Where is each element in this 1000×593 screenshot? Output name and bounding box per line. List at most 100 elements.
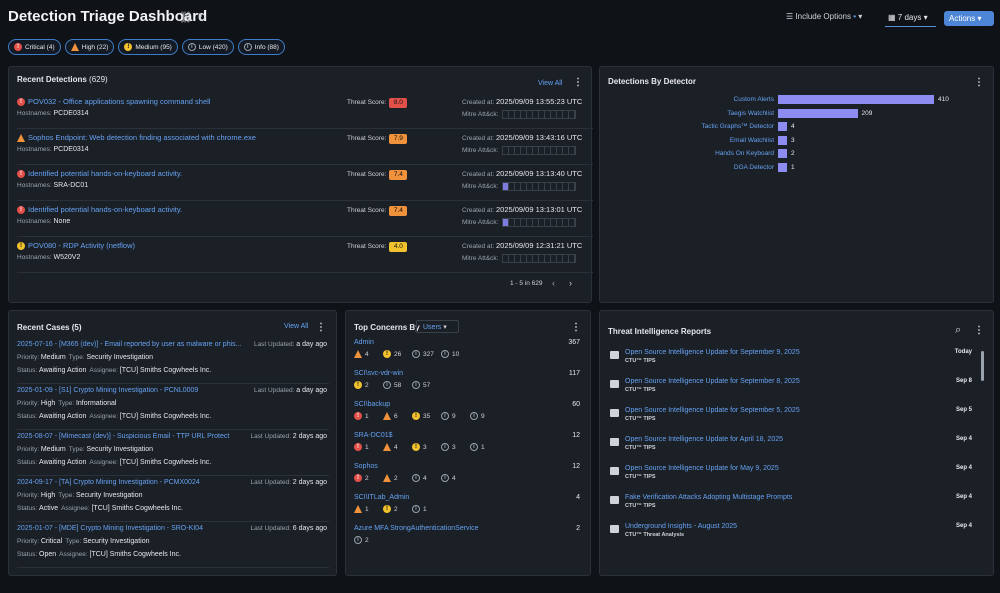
filter-pill-high[interactable]: High (22) <box>64 39 115 55</box>
type-label: Type: <box>65 538 82 545</box>
detection-title[interactable]: Sophos Endpoint: Web detection finding a… <box>28 133 256 142</box>
detection-title[interactable]: POV080 - RDP Activity (netflow) <box>28 241 135 250</box>
detector-label[interactable]: Email Watchlist <box>729 136 774 144</box>
case-title[interactable]: 2025-01-09 - [S1] Crypto Mining Investig… <box>17 387 199 394</box>
more-options-icon[interactable]: ⋮ <box>974 77 984 88</box>
detector-label[interactable]: DGA Detector <box>733 163 774 171</box>
detector-bar[interactable] <box>778 122 787 131</box>
include-options-button[interactable]: ☰ Include Options • ▾ <box>786 12 862 21</box>
filter-pill-critical[interactable]: ! Critical (4) <box>8 39 61 55</box>
created-at-label: Created at: <box>462 135 495 142</box>
more-options-icon[interactable]: ⋮ <box>571 322 581 333</box>
detector-bar[interactable] <box>778 95 934 104</box>
report-title[interactable]: Open Source Intelligence Update for Sept… <box>625 378 800 385</box>
detection-title[interactable]: Identified potential hands-on-keyboard a… <box>28 169 183 178</box>
detector-label[interactable]: Taegis Watchlist <box>727 109 774 117</box>
view-all-cases-link[interactable]: View All <box>284 323 309 330</box>
detection-row[interactable]: ! Identified potential hands-on-keyboard … <box>17 165 593 201</box>
case-title[interactable]: 2025-01-07 - [MDE] Crypto Mining Investi… <box>17 525 203 532</box>
view-all-detections-link[interactable]: View All <box>538 80 563 87</box>
concern-name[interactable]: SCI\ITLab_Admin <box>354 494 410 501</box>
mitre-cell <box>509 147 516 154</box>
report-row[interactable]: Open Source Intelligence Update for Sept… <box>608 406 980 435</box>
concern-row[interactable]: Admin 367 4! 26 i 327 i 10 <box>354 339 582 370</box>
severity-count-value: 10 <box>452 350 460 358</box>
prev-page-icon[interactable]: ‹ <box>552 278 555 288</box>
filter-pill-medium[interactable]: ! Medium (95) <box>118 39 178 55</box>
date-range-select[interactable]: ▦ 7 days ▾ <box>885 9 936 27</box>
case-row[interactable]: 2025-08-07 - [Mimecast (dev)] - Suspicio… <box>17 430 329 476</box>
concern-row[interactable]: SCI\ITLab_Admin 4 1! 2 i 1 <box>354 494 582 525</box>
filter-pill-low[interactable]: i Low (420) <box>181 39 234 55</box>
detector-label[interactable]: Custom Alerts <box>733 96 774 103</box>
report-title[interactable]: Open Source Intelligence Update for May … <box>625 465 779 472</box>
concern-row[interactable]: Sophos 12! 2 2 i 4 i 4 <box>354 463 582 494</box>
concern-severity-count: ! 3 <box>412 443 441 451</box>
report-title[interactable]: Open Source Intelligence Update for Apri… <box>625 436 783 443</box>
case-row[interactable]: 2025-01-07 - [MDE] Crypto Mining Investi… <box>17 522 329 568</box>
concern-name[interactable]: Admin <box>354 339 374 346</box>
detection-row[interactable]: Sophos Endpoint: Web detection finding a… <box>17 129 593 165</box>
report-source: CTU™ Threat Analysis <box>625 532 685 538</box>
case-row[interactable]: 2025-01-09 - [S1] Crypto Mining Investig… <box>17 384 329 430</box>
report-row[interactable]: Fake Verification Attacks Adopting Multi… <box>608 493 980 522</box>
link-icon[interactable]: ⛓ <box>179 12 193 24</box>
detection-row[interactable]: ! POV032 - Office applications spawning c… <box>17 93 593 129</box>
detector-bar[interactable] <box>778 162 787 172</box>
low-severity-icon: i <box>383 381 391 389</box>
filter-pill-info[interactable]: i Info (88) <box>237 39 285 55</box>
high-severity-icon <box>354 350 362 358</box>
report-row[interactable]: Open Source Intelligence Update for Sept… <box>608 348 980 377</box>
report-title[interactable]: Open Source Intelligence Update for Sept… <box>625 349 800 356</box>
scrollbar-thumb[interactable] <box>981 351 984 381</box>
report-row[interactable]: Open Source Intelligence Update for Apri… <box>608 435 980 464</box>
more-options-icon[interactable]: ⋮ <box>974 325 984 336</box>
case-row[interactable]: 2024-09-17 - [TA] Crypto Mining Investig… <box>17 476 329 522</box>
concern-name[interactable]: SCI\backup <box>354 401 391 408</box>
detection-row[interactable]: ! POV080 - RDP Activity (netflow) Hostname… <box>17 237 593 273</box>
filter-icon: ☰ <box>786 12 794 21</box>
last-updated-label: Last Updated: <box>253 387 295 394</box>
report-row[interactable]: Open Source Intelligence Update for May … <box>608 464 980 493</box>
concern-name[interactable]: Sophos <box>354 463 378 470</box>
detection-title[interactable]: Identified potential hands-on-keyboard a… <box>28 205 183 214</box>
recent-detections-panel: Recent Detections (629) View All ⋮ ! POV0… <box>8 66 593 303</box>
concern-row[interactable]: SRA-DC01$ 12! 1 4! 3 i 3 i 1 <box>354 432 582 463</box>
detector-bar[interactable] <box>778 108 858 118</box>
priority-value: High <box>40 400 56 407</box>
case-title[interactable]: 2024-09-17 - [TA] Crypto Mining Investig… <box>17 479 200 486</box>
next-page-icon[interactable]: › <box>569 278 572 288</box>
report-title[interactable]: Underground Insights - August 2025 <box>625 523 738 530</box>
report-row[interactable]: Underground Insights - August 2025 CTU™ T… <box>608 522 980 551</box>
mitre-cell <box>515 183 522 190</box>
detector-bar[interactable] <box>778 135 787 145</box>
case-title[interactable]: 2025-07-16 - [M365 (dev)] - Email report… <box>17 341 242 348</box>
detector-label[interactable]: Hands On Keyboard <box>715 150 774 157</box>
search-icon[interactable]: ⌕ <box>955 324 962 336</box>
status-value: Awaiting Action <box>39 413 87 420</box>
detector-label[interactable]: Tactic Graphs™ Detector <box>701 123 774 130</box>
more-options-icon[interactable]: ⋮ <box>573 77 583 88</box>
report-title[interactable]: Fake Verification Attacks Adopting Multi… <box>625 494 793 501</box>
detector-bar[interactable] <box>778 149 787 158</box>
concern-row[interactable]: SCI\svc-vdr-win 117! 2 i 58 i 57 <box>354 370 582 401</box>
concern-name[interactable]: Azure MFA StrongAuthenticationService <box>354 525 479 532</box>
concern-name[interactable]: SCI\svc-vdr-win <box>354 370 404 377</box>
report-row[interactable]: Open Source Intelligence Update for Sept… <box>608 377 980 406</box>
detection-title[interactable]: POV032 - Office applications spawning co… <box>28 97 211 106</box>
more-options-icon[interactable]: ⋮ <box>316 322 326 333</box>
concern-row[interactable]: SCI\backup 60! 1 6! 35 i 9 i 9 <box>354 401 582 432</box>
filter-pill-label: Medium (95) <box>135 43 172 51</box>
refresh-icon[interactable]: ↻ <box>197 12 207 24</box>
case-title[interactable]: 2025-08-07 - [Mimecast (dev)] - Suspicio… <box>17 433 230 440</box>
detection-row[interactable]: ! Identified potential hands-on-keyboard … <box>17 201 593 237</box>
concerns-group-select[interactable]: Users ▾ <box>416 320 459 333</box>
info-severity-icon: i <box>470 412 478 420</box>
actions-button[interactable]: Actions ▾ <box>944 11 994 26</box>
case-row[interactable]: 2025-07-16 - [M365 (dev)] - Email report… <box>17 338 329 384</box>
concern-row[interactable]: Azure MFA StrongAuthenticationService 2 i 2 <box>354 525 582 556</box>
report-title[interactable]: Open Source Intelligence Update for Sept… <box>625 407 800 414</box>
concern-name[interactable]: SRA-DC01$ <box>354 432 393 439</box>
severity-count-value: 2 <box>365 474 369 482</box>
